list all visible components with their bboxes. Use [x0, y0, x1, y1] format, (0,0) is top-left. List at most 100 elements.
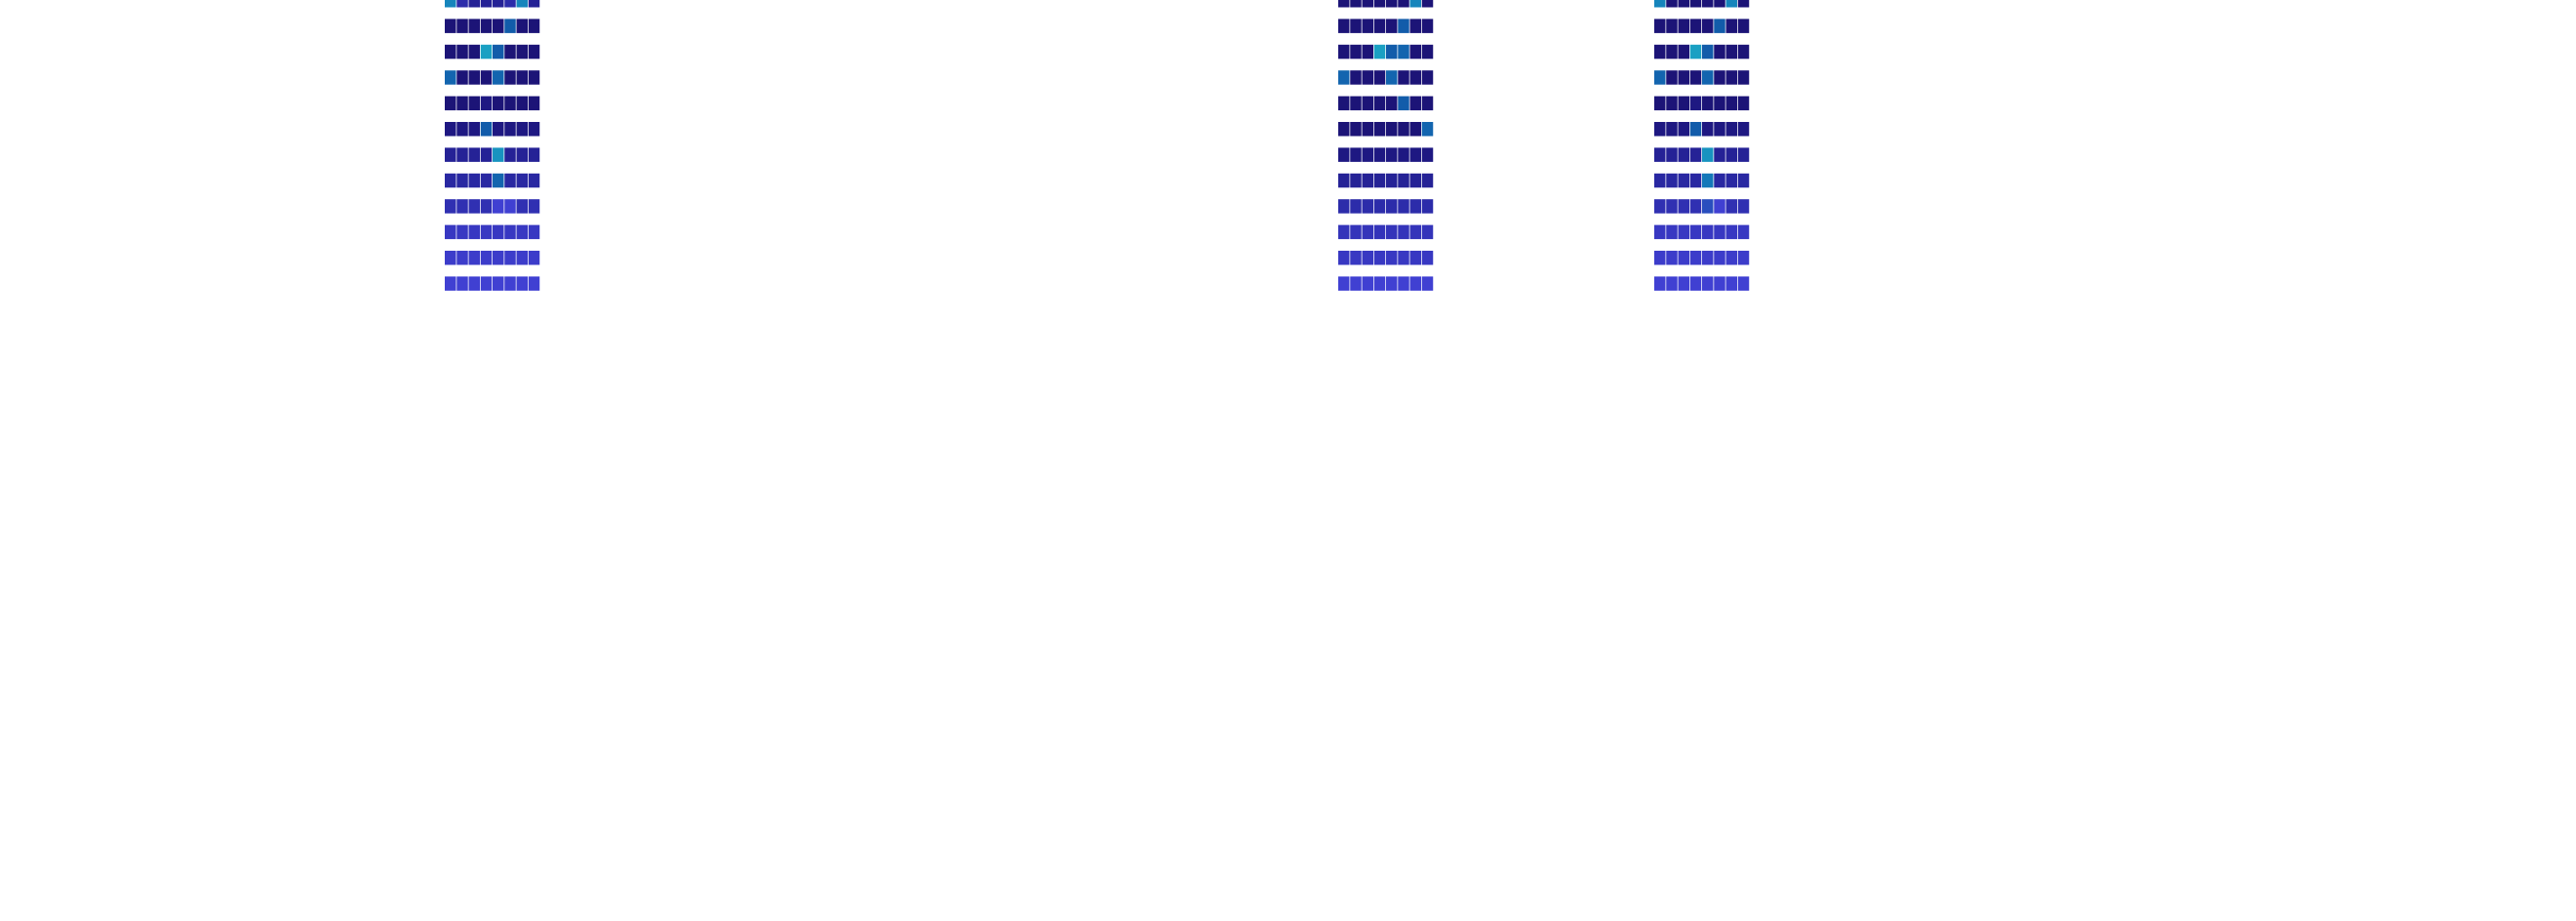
heatmap-cell — [445, 224, 456, 240]
heatmap-cell — [1702, 44, 1714, 60]
heatmap-cell — [1421, 173, 1434, 188]
heatmap-cell — [1654, 0, 1666, 8]
heatmap-cell — [1689, 276, 1702, 291]
heatmap-cell — [1689, 147, 1702, 162]
heatmap-cell — [1362, 224, 1373, 240]
heatmap-cell — [504, 199, 516, 214]
heatmap-cell — [1386, 251, 1398, 265]
heatmap-cell — [1409, 276, 1421, 291]
heatmap-cell — [493, 122, 504, 137]
heatmap-cell — [1362, 122, 1373, 137]
heatmap-cell — [1373, 199, 1386, 214]
heatmap-cell — [1714, 251, 1725, 265]
heatmap-cell — [1737, 70, 1750, 85]
heatmap-cell — [516, 19, 528, 33]
heatmap-cell — [1666, 44, 1678, 60]
heatmap-cell — [528, 251, 540, 265]
heatmap-cell — [1421, 0, 1434, 8]
heatmap-cell — [1666, 224, 1678, 240]
heatmap-cell — [1421, 70, 1434, 85]
heatmap-cell — [1689, 199, 1702, 214]
heatmap-cell — [1737, 224, 1750, 240]
heatmap-cell — [480, 147, 493, 162]
heatmap-cell — [1409, 96, 1421, 111]
heatmap-cell — [1350, 147, 1362, 162]
heatmap-cell — [1362, 19, 1373, 33]
heatmap-cell — [1725, 0, 1737, 8]
heatmap-cell — [456, 276, 468, 291]
heatmap-cell — [1666, 19, 1678, 33]
heatmap-cell — [1386, 19, 1398, 33]
heatmap-cell — [456, 96, 468, 111]
heatmap-cell — [493, 173, 504, 188]
heatmap-cell — [1338, 251, 1350, 265]
heatmap-cell — [516, 0, 528, 8]
heatmap-cell — [516, 44, 528, 60]
heatmap-cell — [1350, 173, 1362, 188]
heatmap-cell — [493, 44, 504, 60]
heatmap-cell — [1702, 251, 1714, 265]
heatmap-cell — [1398, 173, 1409, 188]
heatmap-cell — [480, 19, 493, 33]
heatmap-cell — [528, 224, 540, 240]
heatmap-cell — [1373, 44, 1386, 60]
heatmap-cell — [468, 199, 480, 214]
heatmap-cell — [1421, 224, 1434, 240]
heatmap-cell — [1409, 224, 1421, 240]
heatmap-cell — [1409, 147, 1421, 162]
heatmap-cell — [480, 173, 493, 188]
heatmap-cell — [1725, 251, 1737, 265]
heatmap-cell — [1409, 44, 1421, 60]
heatmap-cell — [516, 224, 528, 240]
heatmap-cell — [1350, 96, 1362, 111]
heatmap-cell — [445, 199, 456, 214]
heatmap-cell — [493, 276, 504, 291]
heatmap-cell — [528, 70, 540, 85]
heatmap-cell — [1373, 122, 1386, 137]
heatmap-cell — [1362, 44, 1373, 60]
heatmap-cell — [1702, 96, 1714, 111]
heatmap-cell — [1666, 276, 1678, 291]
heatmap-cell — [1737, 122, 1750, 137]
heatmap-cell — [1725, 122, 1737, 137]
heatmap-cell — [1714, 199, 1725, 214]
heatmap-cell — [1678, 122, 1689, 137]
heatmap-cell — [1678, 147, 1689, 162]
heatmap-cell — [1421, 19, 1434, 33]
heatmap-cell — [1338, 96, 1350, 111]
heatmap-cell — [1689, 251, 1702, 265]
heatmap-cell — [1737, 251, 1750, 265]
heatmap-cell — [516, 251, 528, 265]
heatmap-cell — [1362, 251, 1373, 265]
heatmap-cell — [1725, 199, 1737, 214]
heatmap-cell — [1350, 276, 1362, 291]
heatmap-cell — [1737, 276, 1750, 291]
heatmap-cell — [1689, 96, 1702, 111]
heatmap-cell — [1338, 0, 1350, 8]
heatmap-cell — [1714, 122, 1725, 137]
heatmap-cell — [1421, 199, 1434, 214]
heatmap-cell — [1654, 44, 1666, 60]
heatmap-cell — [1373, 251, 1386, 265]
heatmap-cell — [1654, 173, 1666, 188]
heatmap-cell — [1409, 251, 1421, 265]
heatmap-cell — [516, 147, 528, 162]
heatmap-cell — [1654, 122, 1666, 137]
heatmap-cell — [1714, 224, 1725, 240]
heatmap-cell — [456, 19, 468, 33]
heatmap-cell — [1725, 44, 1737, 60]
heatmap-cell — [504, 122, 516, 137]
heatmap-cell — [504, 44, 516, 60]
heatmap-cell — [1666, 199, 1678, 214]
heatmap-cell — [1398, 44, 1409, 60]
heatmap-cell — [528, 276, 540, 291]
heatmap-cell — [1702, 199, 1714, 214]
heatmap-cell — [1350, 122, 1362, 137]
heatmap-cell — [528, 173, 540, 188]
heatmap-cell — [1689, 173, 1702, 188]
heatmap-cell — [1714, 44, 1725, 60]
heatmap-cell — [456, 224, 468, 240]
heatmap-cell — [493, 199, 504, 214]
heatmap-cell — [1678, 251, 1689, 265]
heatmap-cell — [493, 251, 504, 265]
